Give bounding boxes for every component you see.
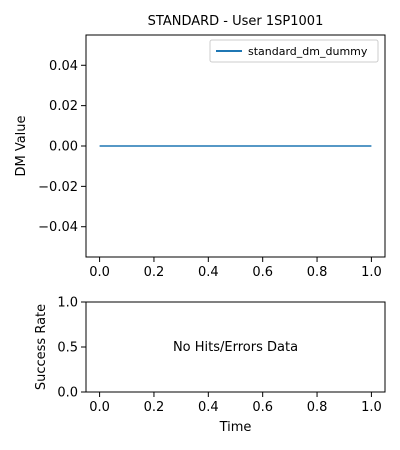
- bottom-x-tick-label: 0.4: [198, 400, 219, 415]
- top-x-axis: 0.0 0.2 0.4 0.6 0.8 1.0: [89, 257, 382, 280]
- legend-entry: standard_dm_dummy: [248, 45, 368, 58]
- top-y-axis: 0.04 0.02 0.00 −0.02 −0.04: [38, 59, 86, 235]
- bottom-x-tick-label: 0.0: [89, 400, 110, 415]
- bottom-y-axis: 1.0 0.5 0.0: [57, 296, 86, 401]
- top-y-tick-label: −0.02: [38, 180, 78, 195]
- legend: standard_dm_dummy: [209, 39, 379, 63]
- bottom-y-tick-label: 1.0: [57, 296, 78, 311]
- top-plot-area: 0.0 0.2 0.4 0.6 0.8 1.0 0.04 0.02 0.00 −0.02 −0.0…: [38, 34, 386, 280]
- top-y-tick-label: 0.02: [49, 99, 78, 114]
- top-chart: STANDARD - User 1SP1001 0.0 0.2 0.4 0.6 0.8 1…: [14, 14, 386, 280]
- bottom-chart: 0.0 0.2 0.4 0.6 0.8 1.0 1.0 0.5 0.0 No Hits/Err…: [34, 296, 386, 435]
- bottom-x-axis-label: Time: [219, 420, 252, 435]
- bottom-y-tick-label: 0.5: [57, 341, 78, 356]
- top-y-tick-label: −0.04: [38, 220, 78, 235]
- top-x-tick-label: 1.0: [361, 265, 382, 280]
- bottom-x-tick-label: 0.8: [307, 400, 328, 415]
- bottom-x-tick-label: 1.0: [361, 400, 382, 415]
- bottom-x-tick-label: 0.2: [144, 400, 165, 415]
- top-y-axis-label: DM Value: [14, 115, 29, 176]
- bottom-plot-area: 0.0 0.2 0.4 0.6 0.8 1.0 1.0 0.5 0.0: [57, 296, 386, 415]
- top-x-tick-label: 0.6: [252, 265, 273, 280]
- bottom-x-axis: 0.0 0.2 0.4 0.6 0.8 1.0: [89, 392, 382, 415]
- bottom-y-tick-label: 0.0: [57, 386, 78, 401]
- top-y-tick-label: 0.04: [49, 59, 78, 74]
- top-x-tick-label: 0.2: [144, 265, 165, 280]
- top-y-tick-label: 0.00: [49, 140, 78, 155]
- top-x-tick-label: 0.0: [89, 265, 110, 280]
- legend-box: [209, 39, 379, 63]
- bottom-y-axis-label: Success Rate: [34, 304, 49, 390]
- top-x-tick-label: 0.8: [307, 265, 328, 280]
- bottom-chart-annotation: No Hits/Errors Data: [173, 340, 298, 355]
- top-chart-title: STANDARD - User 1SP1001: [148, 14, 324, 29]
- top-x-tick-label: 0.4: [198, 265, 219, 280]
- bottom-x-tick-label: 0.6: [252, 400, 273, 415]
